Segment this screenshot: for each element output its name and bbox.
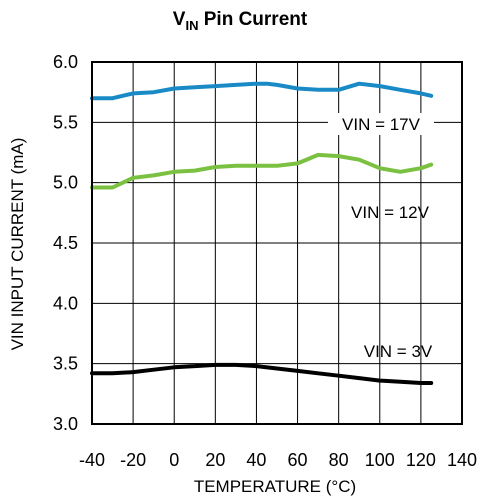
x-tick-label: 80 [329, 450, 349, 470]
y-tick-label: 5.0 [53, 173, 78, 193]
x-tick-label: 120 [406, 450, 436, 470]
y-tick-label: 6.0 [53, 52, 78, 72]
x-tick-label: 140 [447, 450, 477, 470]
y-tick-label: 3.5 [53, 354, 78, 374]
x-tick-label: 40 [246, 450, 266, 470]
chart-title-rest: Pin Current [198, 9, 307, 30]
series-line-1 [90, 81, 434, 101]
y-tick-label: 4.5 [53, 233, 78, 253]
series-layer [90, 81, 434, 385]
y-tick-labels: 3.0 3.5 4.0 4.5 5.0 5.5 6.0 [53, 52, 78, 434]
x-tick-label: 100 [365, 450, 395, 470]
chart-title-subscript: IN [185, 18, 198, 33]
y-tick-label: 4.0 [53, 293, 78, 313]
series-annotation: VIN = 3V [364, 342, 433, 361]
y-tick-label: 5.5 [53, 112, 78, 132]
annotation-background [328, 113, 434, 135]
plot-frame [91, 61, 463, 425]
series-annotation: VIN = 12V [351, 203, 430, 222]
series-annotation: VIN = 17V [342, 115, 421, 134]
x-tick-label: 0 [169, 450, 179, 470]
annotation-layer: VIN = 17V VIN = 12V VIN = 3V [328, 113, 434, 361]
x-tick-label: 20 [205, 450, 225, 470]
y-tick-label: 3.0 [53, 414, 78, 434]
series-line-3 [90, 362, 434, 385]
chart-title-main: V [173, 9, 186, 30]
x-tick-label: 60 [288, 450, 308, 470]
x-axis-label: TEMPERATURE (°C) [194, 477, 356, 496]
chart-title: VIN Pin Current [173, 9, 308, 33]
y-axis-label: VIN INPUT CURRENT (mA) [8, 138, 27, 351]
x-tick-label: -40 [79, 450, 105, 470]
series-line-2 [90, 152, 434, 190]
x-tick-label: -20 [120, 450, 146, 470]
x-tick-labels: -40 -20 0 20 40 60 80 100 120 140 [79, 450, 477, 470]
